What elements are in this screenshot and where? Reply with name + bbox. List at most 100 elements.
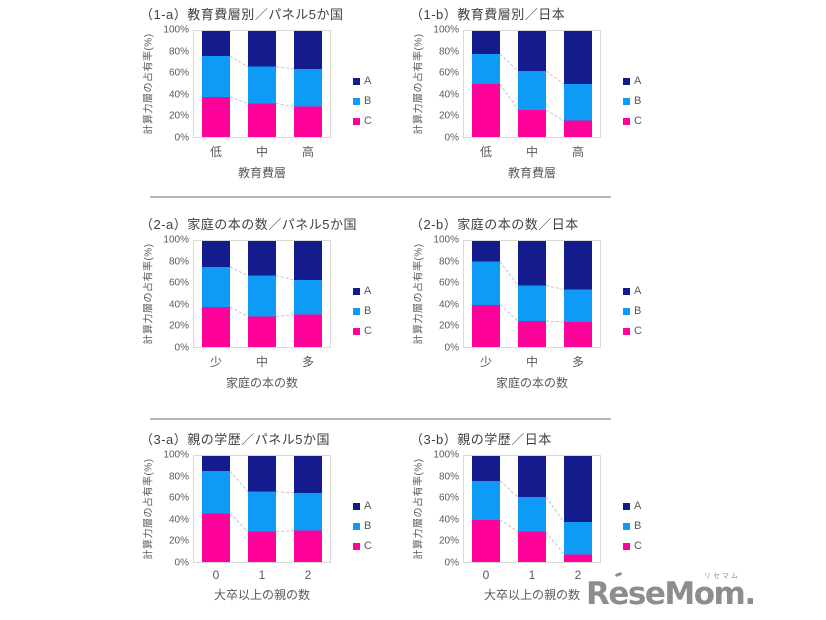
legend-label: C	[364, 115, 372, 127]
y-axis-label-text: 計算力層の占有率(%)	[413, 243, 424, 345]
dashed-connector	[545, 496, 565, 523]
dashed-connector	[275, 491, 295, 494]
dashed-connector	[275, 102, 295, 108]
bar-segment-A	[472, 455, 500, 481]
chart-body: 計算力層の占有率(%) 100% 80% 60% 40% 20% 0% A B C	[138, 235, 400, 354]
chart-3-a: （3-a）親の学歴／パネル5か国 計算力層の占有率(%) 100% 80% 60% 40%…	[138, 429, 400, 603]
plot-border	[463, 455, 601, 563]
bar-segment-B	[518, 71, 546, 110]
y-axis-label-text: 計算力層の占有率(%)	[143, 458, 154, 560]
dashed-connector	[275, 314, 295, 318]
y-tick-label: 0%	[174, 132, 189, 144]
y-tick-label: 60%	[438, 492, 459, 504]
y-axis-ticks: 100% 80% 60% 40% 20% 0%	[155, 25, 193, 144]
dashed-connector	[229, 96, 249, 104]
y-tick-label: 40%	[438, 89, 459, 101]
bar-segment-C	[202, 306, 230, 348]
legend-item-C: C	[623, 541, 642, 552]
dashed-connector	[499, 480, 519, 498]
legend-swatch-icon	[623, 523, 630, 530]
legend-label: B	[634, 520, 642, 532]
legend-item-C: C	[353, 326, 372, 337]
y-tick-label: 60%	[438, 277, 459, 289]
y-axis-label: 計算力層の占有率(%)	[408, 455, 425, 563]
legend-item-C: C	[623, 116, 642, 127]
dashed-connector	[499, 83, 519, 111]
y-axis-label: 計算力層の占有率(%)	[138, 455, 155, 563]
dashed-connector	[499, 261, 519, 286]
bar-segment-A	[248, 240, 276, 276]
legend-label: B	[364, 95, 372, 107]
dashed-connector	[229, 306, 249, 318]
chart-title: （2-b）家庭の本の数／日本	[410, 217, 579, 232]
bar-segment-C	[248, 103, 276, 138]
y-tick-label: 40%	[168, 89, 189, 101]
bar-segment-B	[202, 471, 230, 514]
bar-segment-A	[248, 30, 276, 67]
y-tick-label: 60%	[168, 67, 189, 79]
plot-border	[193, 240, 331, 348]
stacked-bar-plot	[463, 30, 601, 138]
legend-label: C	[364, 540, 372, 552]
y-axis-ticks: 100% 80% 60% 40% 20% 0%	[425, 25, 463, 144]
x-axis-ticks: 0 1 2	[193, 568, 331, 582]
x-axis-title: 教育費層	[507, 166, 556, 180]
chart-body: 計算力層の占有率(%) 100% 80% 60% 40% 20% 0% A B C	[138, 450, 400, 569]
legend-swatch-icon	[623, 288, 630, 295]
legend-label: A	[364, 75, 372, 87]
bar-segment-B	[294, 492, 322, 531]
legend-item-C: C	[623, 326, 642, 337]
y-tick-label: 0%	[444, 342, 459, 354]
y-tick-label: 100%	[163, 24, 189, 36]
y-tick-label: 100%	[163, 234, 189, 246]
bar-segment-C	[472, 304, 500, 348]
x-tick-label: 多	[571, 355, 584, 369]
chart-body: 計算力層の占有率(%) 100% 80% 60% 40% 20% 0% A B C	[408, 25, 670, 144]
x-tick-label: 低	[209, 145, 222, 159]
legend-swatch-icon	[623, 78, 630, 85]
bar-segment-A	[472, 30, 500, 54]
y-tick-label: 80%	[168, 256, 189, 268]
legend-swatch-icon	[623, 503, 630, 510]
plot-border	[193, 455, 331, 563]
legend-label: A	[364, 500, 372, 512]
bar-segment-C	[294, 530, 322, 563]
bar-segment-C	[248, 531, 276, 563]
legend-label: B	[364, 520, 372, 532]
y-tick-label: 80%	[438, 256, 459, 268]
y-axis-label-text: 計算力層の占有率(%)	[413, 458, 424, 560]
legend-label: B	[364, 305, 372, 317]
x-tick-label: 高	[301, 145, 314, 159]
bar-segment-A	[564, 240, 592, 290]
bar-segment-C	[294, 106, 322, 138]
stacked-bar-plot	[193, 455, 331, 563]
dashed-connector	[499, 304, 519, 322]
bar-segment-C	[202, 96, 230, 138]
x-tick-label: 中	[255, 145, 268, 159]
y-tick-label: 100%	[163, 449, 189, 461]
x-axis-title: 大卒以上の親の数	[213, 588, 310, 602]
y-tick-label: 0%	[444, 557, 459, 569]
x-axis-ticks: 少中多	[193, 353, 331, 370]
y-tick-label: 100%	[433, 24, 459, 36]
y-tick-label: 20%	[438, 320, 459, 332]
y-axis-label-text: 計算力層の占有率(%)	[413, 33, 424, 135]
logo-ruby-text: リセマム	[704, 573, 740, 580]
legend-item-A: A	[623, 286, 642, 297]
bar-segment-B	[564, 84, 592, 121]
legend-swatch-icon	[353, 288, 360, 295]
stacked-bar-plot	[463, 455, 601, 563]
legend-swatch-icon	[623, 118, 630, 125]
bar-segment-A	[564, 30, 592, 84]
row-separator-1	[150, 196, 611, 198]
x-tick-label: 1	[258, 568, 266, 582]
legend-label: A	[634, 285, 642, 297]
plot-border	[193, 30, 331, 138]
y-tick-label: 80%	[168, 471, 189, 483]
x-tick-label: 1	[528, 568, 536, 582]
bar-segment-A	[518, 455, 546, 498]
legend-item-B: B	[623, 521, 642, 532]
bar-segment-C	[518, 321, 546, 348]
